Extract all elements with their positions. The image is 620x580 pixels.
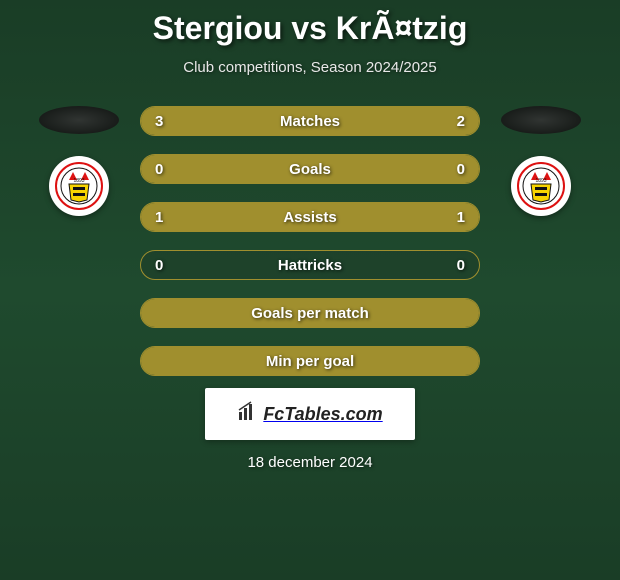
player-right-club-badge: 1893 [511, 156, 571, 216]
stat-label: Min per goal [266, 353, 354, 370]
stat-label: Goals per match [251, 305, 369, 322]
stat-row-goals-per-match: Goals per match [140, 298, 480, 328]
player-left-club-badge: 1893 [49, 156, 109, 216]
stat-value-right: 0 [457, 161, 465, 178]
stat-row-matches: 3 Matches 2 [140, 106, 480, 136]
stat-label: Assists [283, 209, 336, 226]
stat-value-left: 0 [155, 257, 163, 274]
page-title: Stergiou vs KrÃ¤tzig [153, 10, 468, 47]
brand-link[interactable]: FcTables.com [205, 388, 415, 440]
stat-row-min-per-goal: Min per goal [140, 346, 480, 376]
chart-icon [237, 400, 259, 428]
comparison-panel: 1893 3 Matches 2 0 Goals 0 1 [20, 106, 600, 376]
brand-text: FcTables.com [263, 404, 382, 425]
stats-column: 3 Matches 2 0 Goals 0 1 Assists 1 0 Hat [140, 106, 480, 376]
player-left-avatar [39, 106, 119, 134]
stat-label: Hattricks [278, 257, 342, 274]
stat-value-right: 1 [457, 209, 465, 226]
stat-label: Matches [280, 113, 340, 130]
date-label: 18 december 2024 [247, 454, 372, 471]
stat-value-right: 2 [457, 113, 465, 130]
vfb-stuttgart-icon: 1893 [517, 162, 565, 210]
stat-value-left: 3 [155, 113, 163, 130]
stat-row-assists: 1 Assists 1 [140, 202, 480, 232]
player-right-column: 1893 [496, 106, 586, 216]
stat-row-goals: 0 Goals 0 [140, 154, 480, 184]
player-right-avatar [501, 106, 581, 134]
svg-text:1893: 1893 [73, 178, 84, 184]
stat-value-left: 0 [155, 161, 163, 178]
subtitle: Club competitions, Season 2024/2025 [183, 59, 437, 76]
vfb-stuttgart-icon: 1893 [55, 162, 103, 210]
player-left-column: 1893 [34, 106, 124, 216]
stat-value-right: 0 [457, 257, 465, 274]
stat-value-left: 1 [155, 209, 163, 226]
stat-label: Goals [289, 161, 331, 178]
stat-row-hattricks: 0 Hattricks 0 [140, 250, 480, 280]
svg-text:1893: 1893 [535, 178, 546, 184]
